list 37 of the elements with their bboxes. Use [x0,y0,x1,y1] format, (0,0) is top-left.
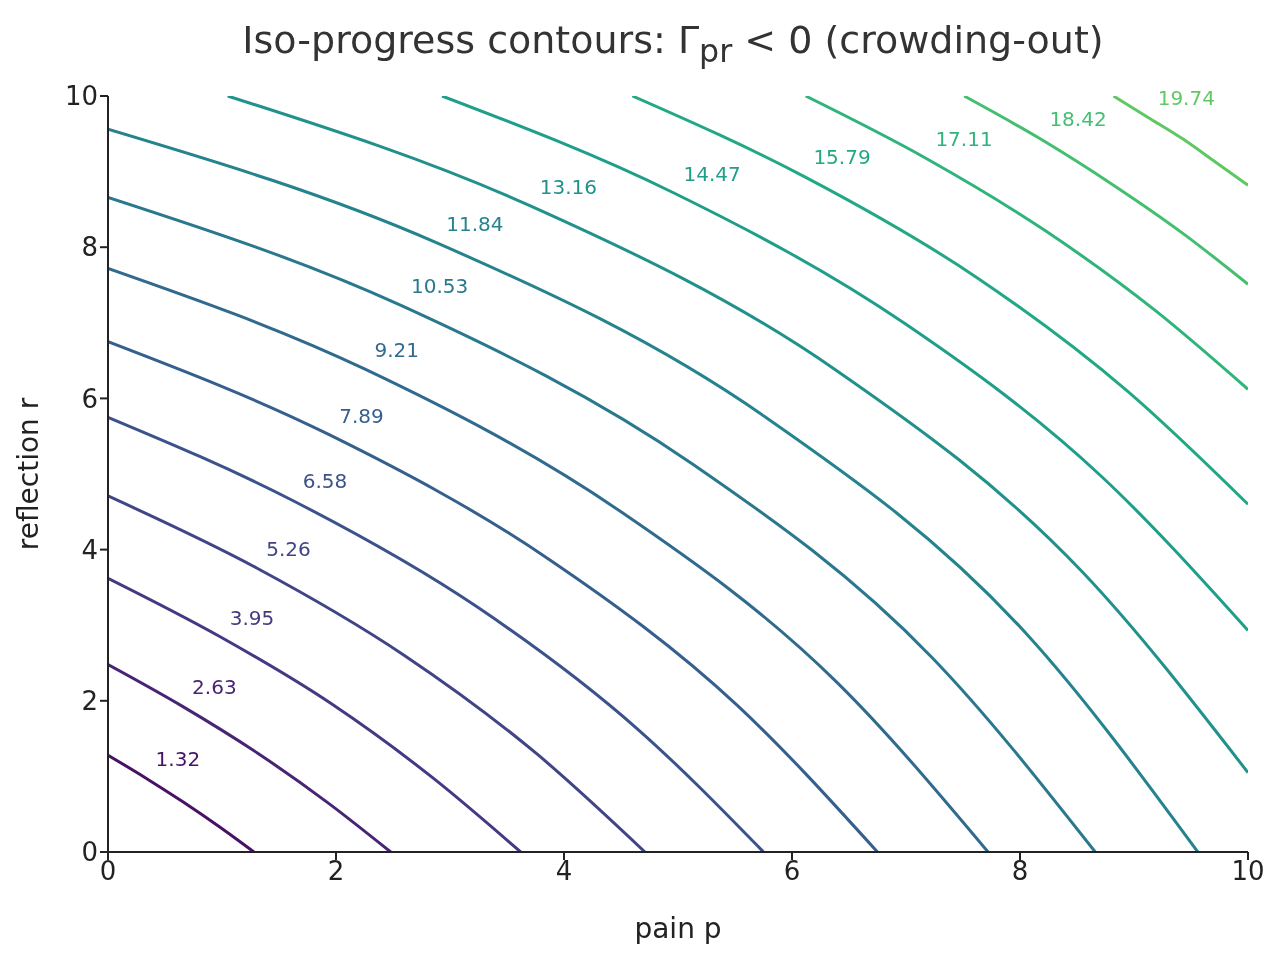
x-tick-label: 2 [327,856,345,887]
x-tick-label: 6 [783,856,801,887]
line-series [108,576,523,852]
line-series [108,127,1200,852]
line-series [108,266,990,852]
series-label: 2.63 [192,675,237,700]
series-label: 19.74 [1157,86,1215,111]
y-tick-label: 2 [81,686,98,717]
x-tick-label: 10 [1231,856,1265,887]
x-tick-label: 4 [555,856,573,887]
series-label: 13.16 [539,174,598,199]
series-label: 3.95 [229,605,275,630]
series-label: 7.89 [339,403,384,428]
line-series [108,195,1097,852]
y-axis-title: reflection r [11,397,45,551]
series-label: 6.58 [302,469,348,494]
x-axis-title: pain p [634,912,722,945]
series-label: 14.47 [683,161,741,186]
y-tick-label: 6 [81,383,98,414]
series-label: 11.84 [446,211,504,236]
series-label: 15.79 [813,145,871,170]
y-tick-label: 0 [81,837,98,868]
series-label: 10.53 [410,274,469,299]
series-label: 1.32 [155,746,201,771]
series-label: 17.11 [935,126,993,151]
line-series [108,663,393,852]
y-tick-label: 8 [81,232,98,263]
line-series [108,494,647,852]
line-series [108,340,879,852]
series-label: 9.21 [374,337,420,362]
series-label: 18.42 [1049,107,1107,132]
line-series [108,753,256,852]
series-label: 5.26 [266,536,311,561]
chart-title: Iso-progress contours: Γ$_{pr}$ < 0 (crowding-out) [241,17,1105,71]
y-tick-label: 4 [81,534,98,565]
y-tick-label: 10 [64,81,98,112]
x-tick-label: 8 [1011,856,1029,887]
